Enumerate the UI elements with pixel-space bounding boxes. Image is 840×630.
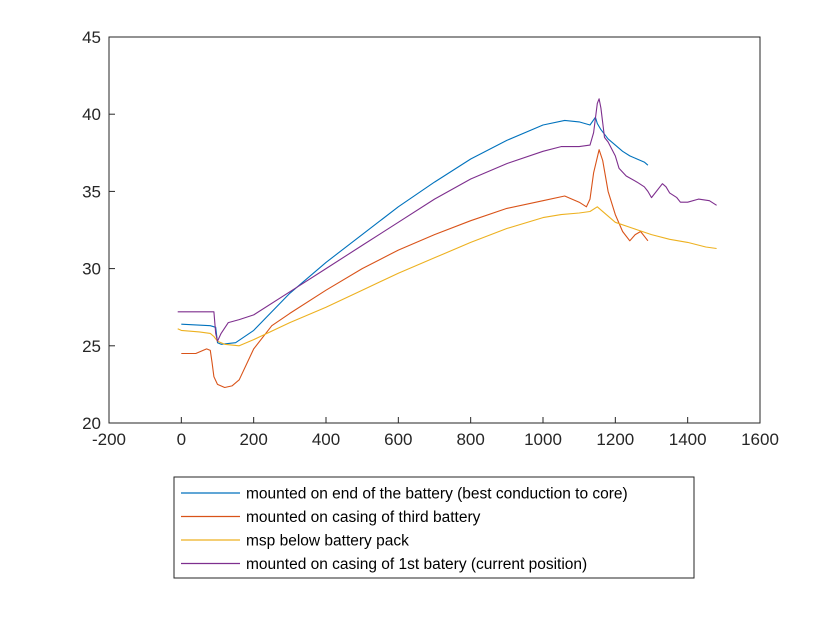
y-tick-label: 40 xyxy=(82,105,101,124)
x-tick-label: 200 xyxy=(239,430,267,449)
plot-area xyxy=(109,37,760,423)
x-tick-label: 1600 xyxy=(741,430,779,449)
x-tick-label: -200 xyxy=(92,430,126,449)
series-layer xyxy=(177,98,717,389)
x-tick-label: 800 xyxy=(456,430,484,449)
y-tick-label: 20 xyxy=(82,414,101,433)
legend-label-3: msp below battery pack xyxy=(246,533,409,550)
legend-label-2: mounted on casing of third battery xyxy=(246,509,481,526)
legend-label-4: mounted on casing of 1st batery (current… xyxy=(246,556,587,573)
x-tick-label: 600 xyxy=(384,430,412,449)
y-axis: 20 25 30 35 40 45 xyxy=(82,28,115,433)
y-tick-label: 25 xyxy=(82,337,101,356)
series-line-3 xyxy=(177,206,717,347)
x-tick-label: 1000 xyxy=(524,430,562,449)
y-tick-label: 35 xyxy=(82,182,101,201)
series-line-2 xyxy=(181,149,649,389)
x-axis: -200 0 200 400 600 800 1000 1200 1400 1600 xyxy=(92,417,779,449)
y-tick-label: 45 xyxy=(82,28,101,47)
series-line-4 xyxy=(177,98,717,342)
x-tick-label: 400 xyxy=(312,430,340,449)
x-tick-label: 1400 xyxy=(669,430,707,449)
legend-label-1: mounted on end of the battery (best cond… xyxy=(246,486,628,503)
legend: mounted on end of the battery (best cond… xyxy=(173,476,695,579)
legend-box xyxy=(173,476,695,579)
series-line-1 xyxy=(181,116,649,345)
plot-frame xyxy=(108,36,761,424)
x-tick-label: 1200 xyxy=(596,430,634,449)
legend-items: mounted on end of the battery (best cond… xyxy=(181,486,628,573)
x-tick-label: 0 xyxy=(177,430,186,449)
y-tick-label: 30 xyxy=(82,260,101,279)
